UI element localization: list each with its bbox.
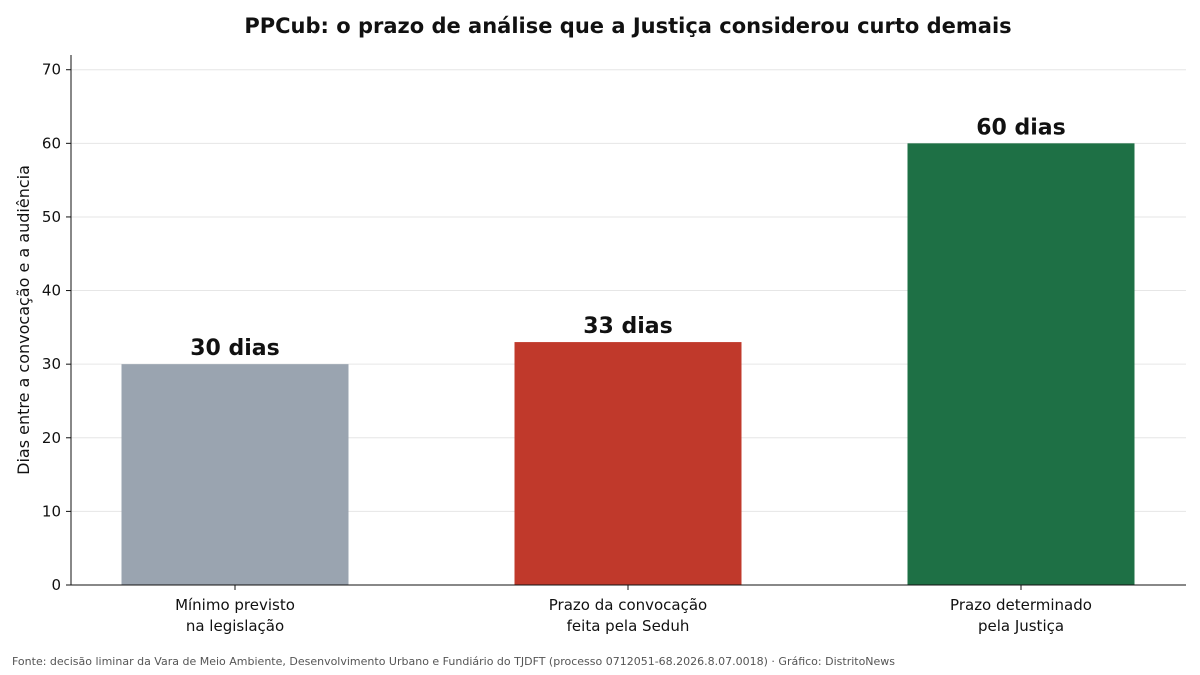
data-label: 60 dias <box>976 115 1066 140</box>
y-tick-label: 40 <box>42 282 61 300</box>
bar <box>907 143 1135 586</box>
y-tick-label: 10 <box>42 502 61 520</box>
x-tick-label: feita pela Seduh <box>567 617 690 635</box>
data-labels: 30 dias 33 dias 60 dias <box>190 115 1066 361</box>
x-tick-label: Mínimo previsto <box>175 596 295 614</box>
bars <box>121 143 1135 586</box>
bar <box>514 342 742 585</box>
y-axis-ticks: 0 10 20 30 40 50 60 70 <box>42 61 71 594</box>
source-note: Fonte: decisão liminar da Vara de Meio A… <box>12 655 895 668</box>
y-tick-label: 60 <box>42 134 61 152</box>
y-tick-label: 30 <box>42 355 61 373</box>
x-axis-ticks: Mínimo previsto na legislação Prazo da con… <box>175 585 1092 635</box>
y-tick-label: 50 <box>42 208 61 226</box>
y-axis-label: Dias entre a convocação e a audiência <box>14 165 33 475</box>
bar <box>121 364 349 585</box>
x-tick-label: Prazo da convocação <box>549 596 707 614</box>
data-label: 30 dias <box>190 336 280 361</box>
x-tick-label: Prazo determinado <box>950 596 1092 614</box>
x-tick-label: na legislação <box>186 617 284 635</box>
data-label: 33 dias <box>583 314 673 339</box>
chart-title: PPCub: o prazo de análise que a Justiça … <box>244 14 1011 38</box>
y-tick-label: 20 <box>42 429 61 447</box>
y-tick-label: 0 <box>51 576 61 594</box>
x-tick-label: pela Justiça <box>978 617 1064 635</box>
y-tick-label: 70 <box>42 61 61 79</box>
